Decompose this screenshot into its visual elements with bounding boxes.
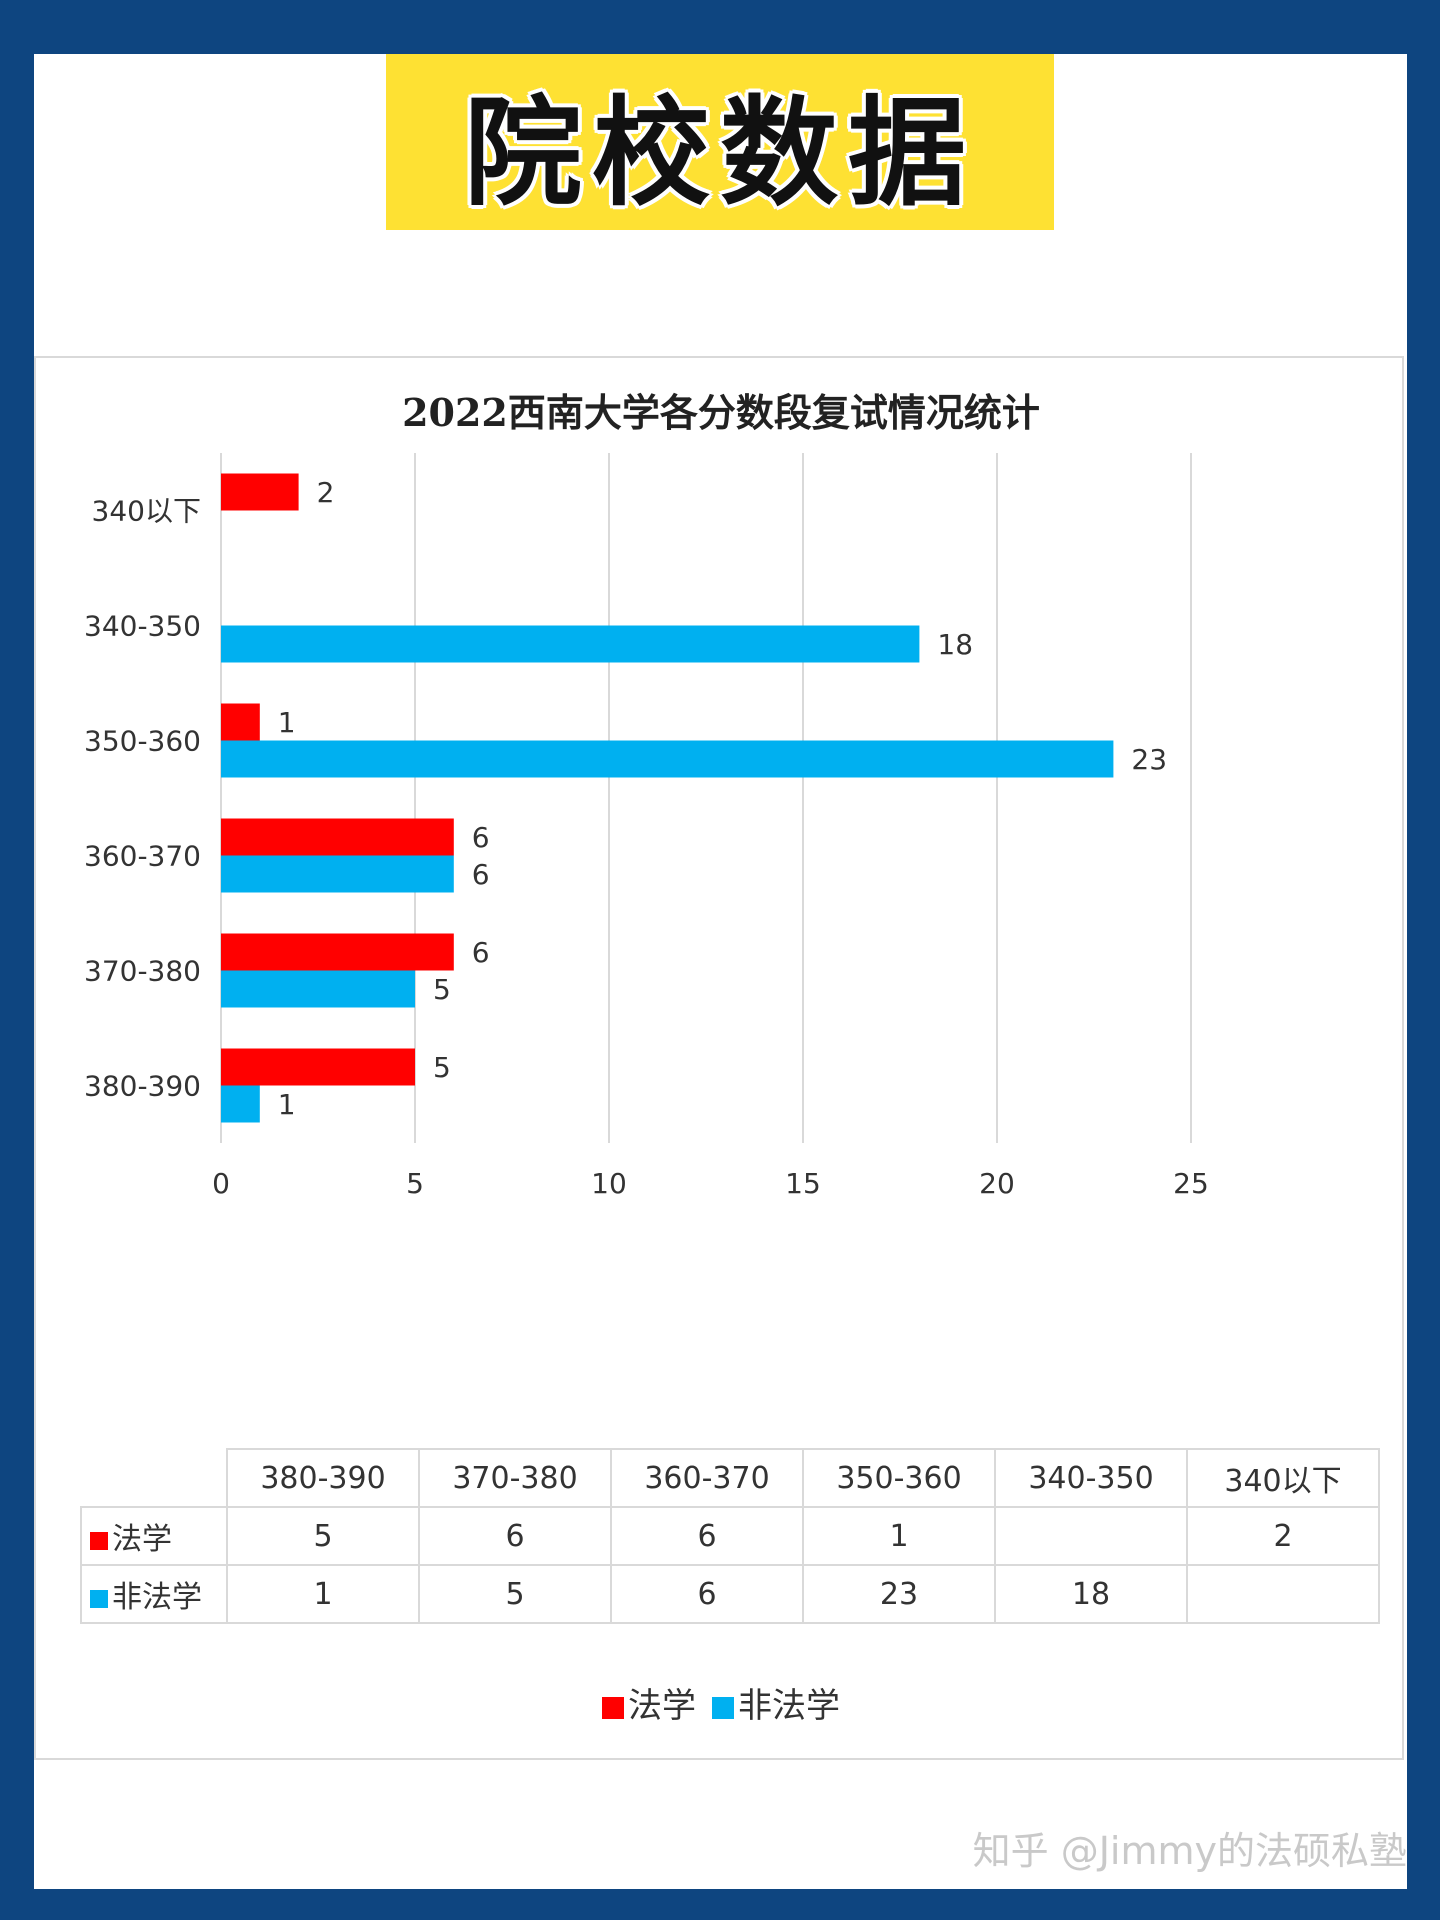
data-label: 5 <box>433 973 451 1006</box>
table-row: 法学 5 6 6 1 2 <box>80 1506 1380 1566</box>
table-cell: 6 <box>418 1506 612 1566</box>
data-label: 23 <box>1131 743 1167 776</box>
chart-frame: 2022西南大学各分数段复试情况统计 0 5 10 15 20 25 380-390 5 1 37… <box>34 356 1404 1760</box>
bar-non-law <box>221 625 920 663</box>
table-cell: 18 <box>994 1564 1188 1624</box>
bar-law <box>221 473 299 511</box>
bar-law <box>221 1048 415 1086</box>
table-header-cell: 340以下 <box>1186 1448 1380 1508</box>
x-tick-label: 5 <box>406 1167 424 1200</box>
table-cell: 1 <box>226 1564 420 1624</box>
table-row: 非法学 1 5 6 23 18 <box>80 1564 1380 1624</box>
category-label: 360-370 <box>84 840 201 873</box>
table-cell: 6 <box>610 1564 804 1624</box>
table-cell: 23 <box>802 1564 996 1624</box>
chart-data-table: 380-390 370-380 360-370 350-360 340-350 340以下… <box>80 1448 1380 1624</box>
bar-law <box>221 818 454 856</box>
chart-title: 2022西南大学各分数段复试情况统计 <box>402 390 1040 435</box>
table-row-label: 法学 <box>80 1506 228 1566</box>
data-label: 2 <box>317 476 335 509</box>
table-header-cell: 360-370 <box>610 1448 804 1508</box>
table-cell <box>1186 1564 1380 1624</box>
data-label: 6 <box>472 821 490 854</box>
table-header-cell: 340-350 <box>994 1448 1188 1508</box>
data-label: 1 <box>278 706 296 739</box>
header-banner: 院校数据 <box>386 54 1054 230</box>
legend-swatch <box>602 1696 624 1719</box>
table-header-cell: 380-390 <box>226 1448 420 1508</box>
category-label: 340-350 <box>84 610 201 643</box>
bar-non-law <box>221 1085 260 1123</box>
x-tick-label: 0 <box>212 1167 230 1200</box>
legend-swatch <box>712 1696 734 1719</box>
data-label: 6 <box>472 936 490 969</box>
category-label: 370-380 <box>84 955 201 988</box>
legend-item: 非法学 <box>712 1678 840 1727</box>
bar-law <box>221 703 260 741</box>
data-label: 5 <box>433 1051 451 1084</box>
table-header-cell: 370-380 <box>418 1448 612 1508</box>
table-row-label: 非法学 <box>80 1564 228 1624</box>
table-cell: 2 <box>1186 1506 1380 1566</box>
x-tick-label: 25 <box>1173 1167 1209 1200</box>
x-tick-label: 15 <box>785 1167 821 1200</box>
data-label: 6 <box>472 858 490 891</box>
watermark: 知乎 @Jimmy的法硕私塾 <box>972 1829 1407 1873</box>
legend-swatch <box>90 1589 108 1608</box>
table-cell: 5 <box>418 1564 612 1624</box>
table-corner <box>81 1449 228 1508</box>
bar-chart: 0 5 10 15 20 25380-39051370-38065360-37066350… <box>84 453 1209 1200</box>
bar-non-law <box>221 970 415 1008</box>
bar-non-law <box>221 855 454 893</box>
table-cell: 5 <box>226 1506 420 1566</box>
legend-item: 法学 <box>602 1678 696 1727</box>
category-label: 350-360 <box>84 725 201 758</box>
table-cell <box>994 1506 1188 1566</box>
data-label: 18 <box>937 628 973 661</box>
legend-swatch <box>90 1531 108 1550</box>
banner-title: 院校数据 <box>463 82 976 222</box>
table-cell: 1 <box>802 1506 996 1566</box>
content-card: 院校数据 2022西南大学各分数段复试情况统计 0 5 10 15 20 25 380-39… <box>34 54 1407 1889</box>
bar-law <box>221 933 454 971</box>
table-header-cell: 350-360 <box>802 1448 996 1508</box>
category-label: 340以下 <box>92 495 201 528</box>
table-cell: 6 <box>610 1506 804 1566</box>
x-tick-label: 20 <box>979 1167 1015 1200</box>
category-label: 380-390 <box>84 1070 201 1103</box>
chart-legend: 法学 非法学 <box>36 1678 1406 1727</box>
x-tick-label: 10 <box>591 1167 627 1200</box>
data-label: 1 <box>278 1088 296 1121</box>
bar-non-law <box>221 740 1114 778</box>
